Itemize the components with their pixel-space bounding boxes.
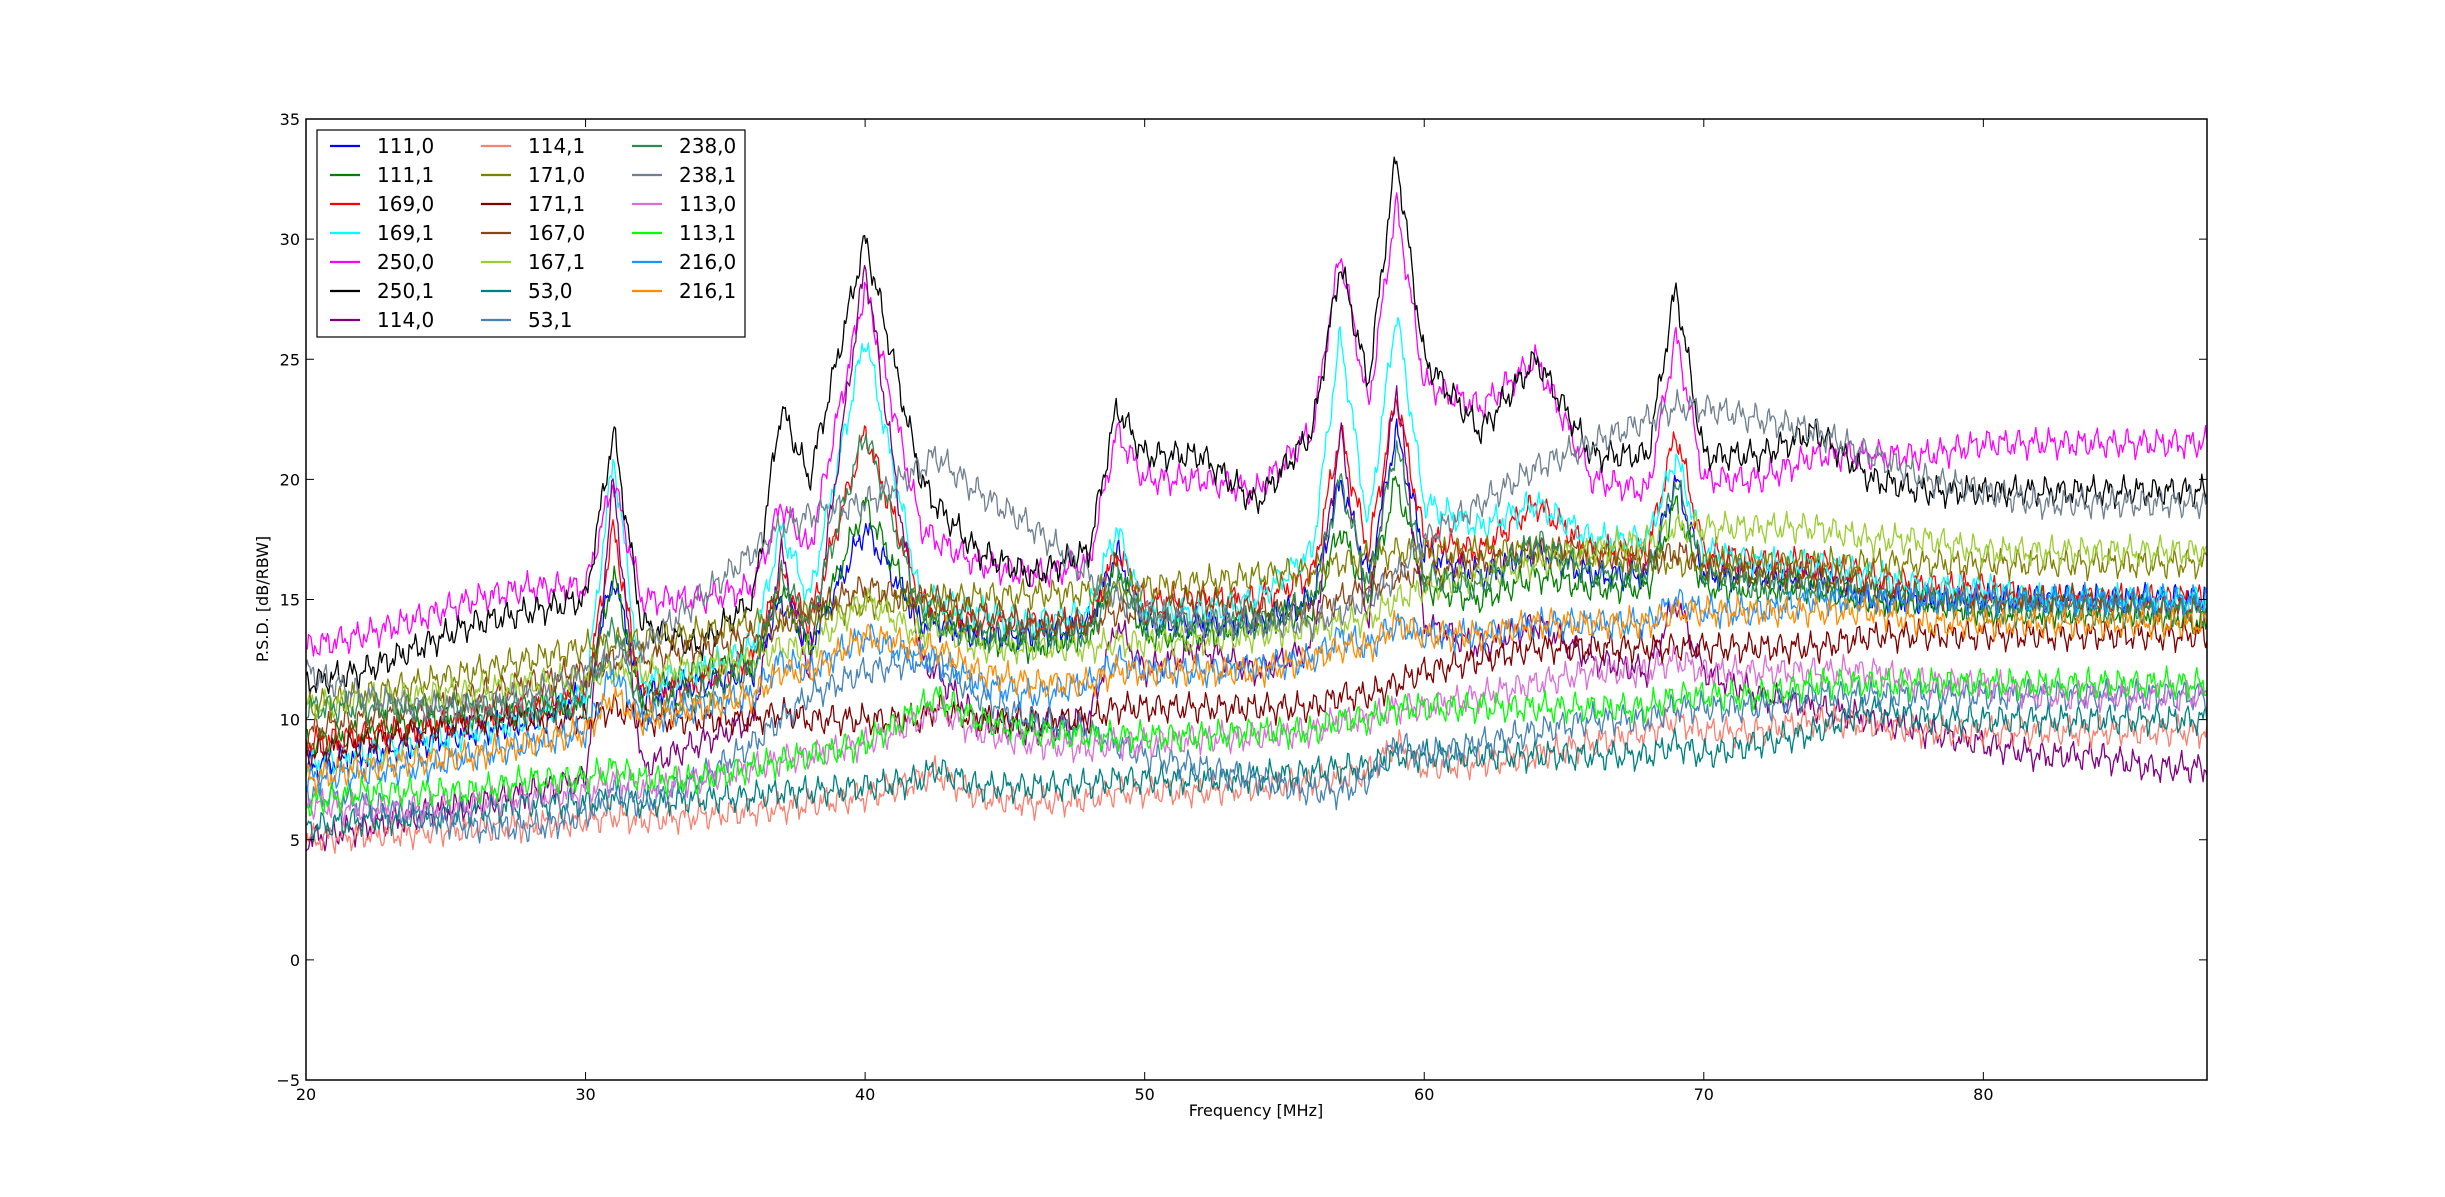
legend-label: 53,1 bbox=[528, 308, 573, 332]
legend-label: 113,1 bbox=[679, 221, 736, 245]
series-line bbox=[306, 510, 2207, 720]
y-tick-label: 0 bbox=[290, 951, 300, 970]
legend-label: 53,0 bbox=[528, 279, 573, 303]
series-line bbox=[306, 389, 2207, 725]
legend-label: 114,0 bbox=[377, 308, 434, 332]
y-tick-label: 15 bbox=[280, 591, 300, 610]
series-layer bbox=[306, 156, 2207, 854]
x-tick-label: 70 bbox=[1694, 1085, 1714, 1104]
legend-label: 250,0 bbox=[377, 250, 434, 274]
y-tick-label: 25 bbox=[280, 350, 300, 369]
series-line bbox=[306, 433, 2207, 727]
x-axis-title: Frequency [MHz] bbox=[1189, 1101, 1323, 1120]
x-tick-label: 60 bbox=[1414, 1085, 1434, 1104]
legend-label: 171,0 bbox=[528, 163, 585, 187]
x-tick-label: 20 bbox=[296, 1085, 316, 1104]
y-tick-label: 30 bbox=[280, 230, 300, 249]
legend-label: 238,0 bbox=[679, 134, 736, 158]
legend-label: 238,1 bbox=[679, 163, 736, 187]
series-line bbox=[306, 665, 2207, 817]
legend-label: 171,1 bbox=[528, 192, 585, 216]
x-tick-label: 80 bbox=[1973, 1085, 1993, 1104]
series-line bbox=[306, 156, 2207, 697]
y-tick-label: 10 bbox=[280, 711, 300, 730]
legend: 111,0 111,1 169,0 169,1 250,0 250,1 114,0 114,1… bbox=[316, 129, 746, 338]
y-axis: −5 0 5 10 15 20 25 30 35 bbox=[276, 110, 2207, 1090]
x-tick-label: 30 bbox=[575, 1085, 595, 1104]
y-tick-label: −5 bbox=[276, 1071, 300, 1090]
y-tick-label: 20 bbox=[280, 470, 300, 489]
x-tick-label: 50 bbox=[1134, 1085, 1154, 1104]
legend-label: 111,1 bbox=[377, 163, 434, 187]
series-line bbox=[306, 264, 2207, 852]
y-axis-title: P.S.D. [dB/RBW] bbox=[253, 536, 272, 662]
legend-label: 250,1 bbox=[377, 279, 434, 303]
series-line bbox=[306, 643, 2207, 844]
x-axis: 20 30 40 50 60 70 80 bbox=[296, 119, 1994, 1104]
legend-label: 114,1 bbox=[528, 134, 585, 158]
series-line bbox=[306, 617, 2207, 771]
series-line bbox=[306, 594, 2207, 796]
legend-label: 169,0 bbox=[377, 192, 434, 216]
legend-label: 216,1 bbox=[679, 279, 736, 303]
series-line bbox=[306, 645, 2207, 826]
legend-label: 111,0 bbox=[377, 134, 434, 158]
y-tick-label: 5 bbox=[290, 831, 300, 850]
y-tick-label: 35 bbox=[280, 110, 300, 129]
series-line bbox=[306, 316, 2207, 778]
legend-label: 113,0 bbox=[679, 192, 736, 216]
legend-label: 216,0 bbox=[679, 250, 736, 274]
legend-box bbox=[316, 129, 746, 338]
legend-label: 167,1 bbox=[528, 250, 585, 274]
legend-label: 167,0 bbox=[528, 221, 585, 245]
x-tick-label: 40 bbox=[855, 1085, 875, 1104]
series-line bbox=[306, 534, 2207, 721]
legend-label: 169,1 bbox=[377, 221, 434, 245]
